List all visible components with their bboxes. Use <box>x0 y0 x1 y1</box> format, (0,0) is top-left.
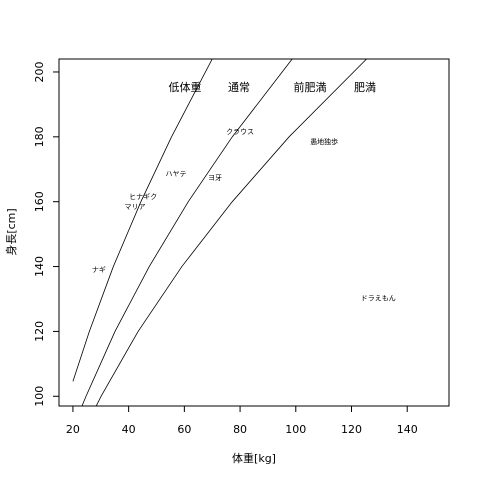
x-tick-label: 120 <box>341 423 362 436</box>
y-tick-label: 160 <box>33 191 46 212</box>
region-label: 低体重 <box>169 80 202 94</box>
point-label: ナギ <box>92 266 106 274</box>
point-label: 愚地独歩 <box>310 137 338 146</box>
point-label: ヨ牙 <box>208 174 222 182</box>
y-tick-label: 180 <box>33 126 46 147</box>
y-axis-label: 身長[cm] <box>4 208 18 255</box>
plot-box <box>58 58 450 407</box>
y-tick-label: 200 <box>33 61 46 82</box>
y-tick-label: 140 <box>33 256 46 277</box>
curve <box>95 59 367 406</box>
curve <box>72 59 213 382</box>
curve <box>81 59 293 406</box>
x-tick-label: 100 <box>285 423 306 436</box>
region-label: 肥満 <box>354 81 376 94</box>
point-label: マリア <box>125 203 146 211</box>
point-label: ハヤテ <box>166 170 187 178</box>
region-label: 前肥満 <box>294 80 327 94</box>
region-label: 通常 <box>228 81 250 94</box>
y-tick-label: 100 <box>33 386 46 407</box>
point-label: クラウス <box>226 128 254 136</box>
y-tick-label: 120 <box>33 321 46 342</box>
point-label: ドラえもん <box>361 294 396 302</box>
x-tick-label: 140 <box>397 423 418 436</box>
x-tick-label: 60 <box>177 423 191 436</box>
x-tick-label: 40 <box>122 423 136 436</box>
x-axis-label: 体重[kg] <box>232 451 276 465</box>
x-tick-label: 80 <box>233 423 247 436</box>
x-tick-label: 20 <box>66 423 80 436</box>
point-label: ヒナギク <box>129 193 157 201</box>
